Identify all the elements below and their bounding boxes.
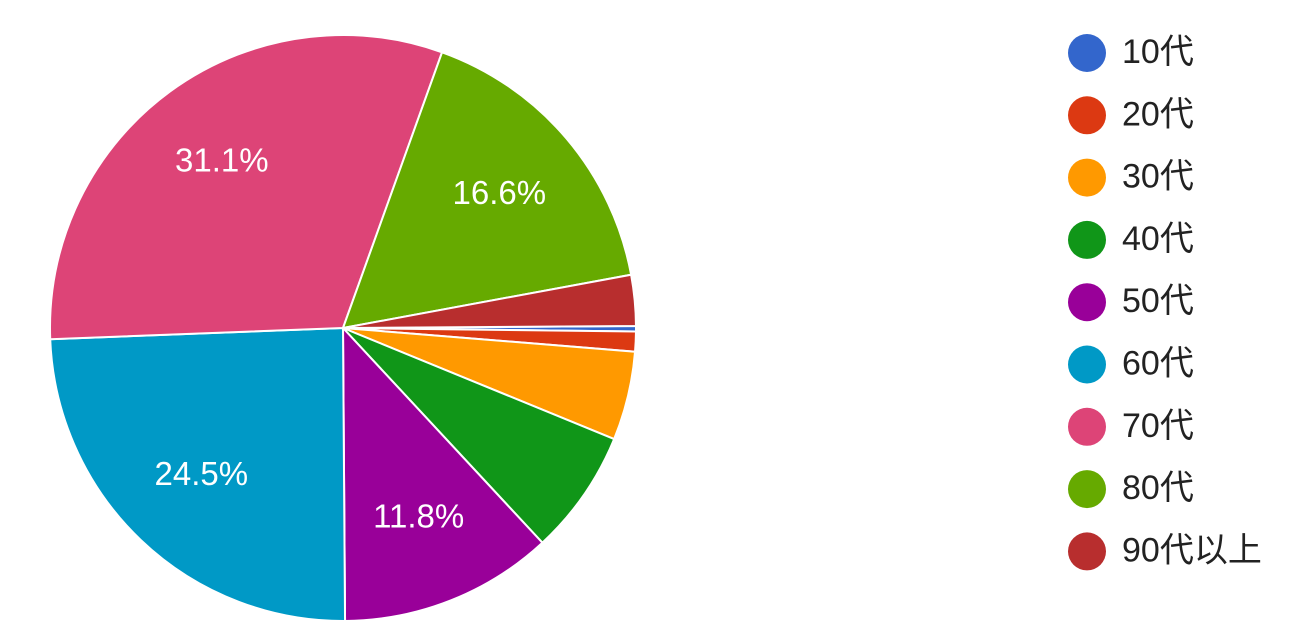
value-label: 24.5% [155, 455, 249, 492]
legend-label: 40代 [1122, 220, 1194, 258]
legend-label: 90代以上 [1122, 531, 1262, 569]
legend-marker [1068, 96, 1106, 135]
legend-label: 60代 [1122, 344, 1194, 382]
value-label: 16.6% [452, 174, 546, 211]
legend-marker [1068, 220, 1106, 259]
legend-marker [1068, 283, 1106, 322]
legend-label: 70代 [1122, 407, 1194, 445]
legend-label: 50代 [1122, 282, 1194, 320]
legend-marker [1068, 158, 1106, 197]
pie-slice [342, 327, 616, 545]
legend-marker [1068, 345, 1106, 384]
pie-slice [341, 50, 633, 330]
legend-marker [1068, 470, 1106, 509]
legend-marker [1068, 34, 1106, 72]
legend-label: 30代 [1122, 158, 1194, 196]
pie-slice [49, 326, 347, 622]
legend-label: 20代 [1122, 95, 1194, 133]
pie-slice [341, 325, 544, 623]
pie-slice [342, 273, 638, 329]
value-label: 11.8% [373, 497, 464, 534]
pie-slice [49, 34, 444, 341]
value-label: 31.1% [175, 141, 269, 178]
legend-label: 80代 [1122, 469, 1194, 507]
legend-label: 10代 [1122, 33, 1194, 71]
legend-marker [1068, 532, 1106, 571]
legend-marker [1068, 407, 1106, 446]
